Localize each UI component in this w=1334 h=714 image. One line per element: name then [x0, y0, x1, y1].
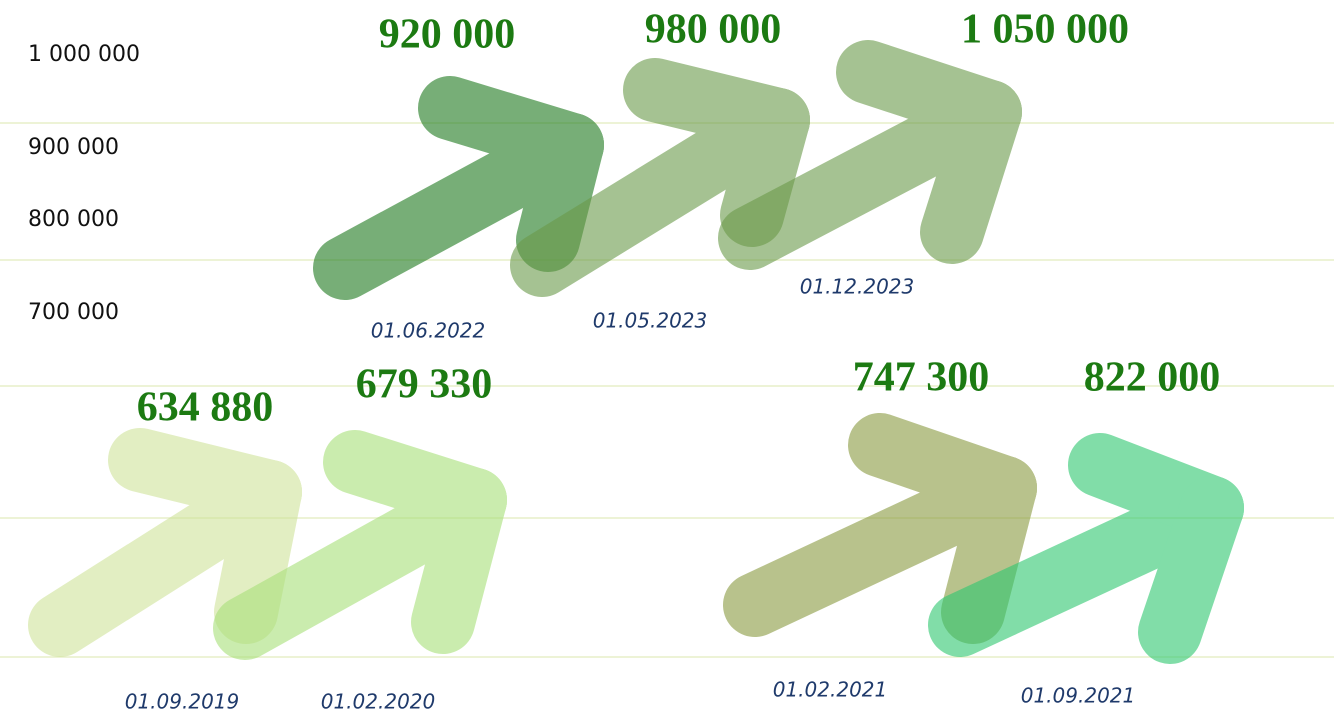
arrow-stroke: [443, 500, 475, 622]
axis-label: 900 000: [28, 135, 119, 160]
milestone-date: 01.12.2023: [800, 275, 915, 299]
milestone-date: 01.09.2019: [125, 690, 240, 714]
milestone-value: 634 880: [137, 385, 274, 431]
axis-label: 700 000: [28, 300, 119, 325]
milestone-value: 679 330: [356, 362, 493, 408]
milestone-value: 1 050 000: [961, 7, 1129, 53]
milestone-value: 747 300: [853, 355, 990, 401]
milestone-date: 01.06.2022: [371, 319, 486, 343]
axis-label: 1 000 000: [28, 42, 140, 67]
milestone-date: 01.05.2023: [593, 309, 708, 333]
arrows: [60, 72, 1212, 632]
axis-label: 800 000: [28, 207, 119, 232]
milestone-value: 980 000: [645, 7, 782, 53]
milestone-date: 01.02.2020: [321, 690, 436, 714]
milestone-date: 01.02.2021: [773, 678, 888, 702]
milestone-value: 920 000: [379, 12, 516, 58]
arrow-stroke: [1170, 508, 1212, 632]
infographic: 1 000 000 900 000 800 000 700 000 920 000 01.…: [0, 0, 1334, 714]
milestone-value: 822 000: [1084, 355, 1221, 401]
arrow-stroke: [952, 112, 990, 232]
milestone-date: 01.09.2021: [1021, 684, 1136, 708]
